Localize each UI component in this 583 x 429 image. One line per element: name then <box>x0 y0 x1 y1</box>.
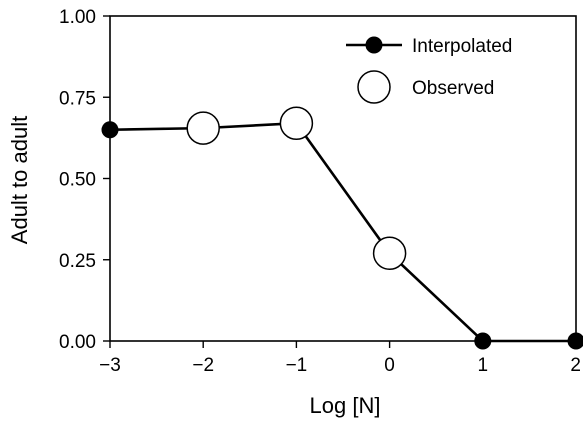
x-tick-label: −1 <box>286 355 308 376</box>
y-axis-title: Adult to adult <box>7 116 32 244</box>
x-tick-label: 2 <box>570 355 581 376</box>
observed-point <box>186 111 220 145</box>
observed-point <box>279 106 314 140</box>
y-tick-label: 0.50 <box>59 170 96 191</box>
x-tick-label: 1 <box>478 355 489 376</box>
x-tick-label: 0 <box>384 355 395 376</box>
y-tick-label: 0.25 <box>59 251 96 272</box>
y-tick-label: 1.00 <box>59 7 96 28</box>
legend-observed-label: Observed <box>412 78 494 99</box>
axes <box>109 15 577 342</box>
interpolated-point <box>101 121 119 139</box>
x-tick-label: −3 <box>99 355 121 376</box>
x-tick-label: −2 <box>192 355 214 376</box>
interpolated-point <box>474 332 492 350</box>
legend-interpolated-marker <box>365 36 383 54</box>
y-tick-label: 0.00 <box>59 332 96 353</box>
legend-observed-marker <box>357 70 391 104</box>
plot-frame <box>109 15 577 342</box>
x-axis-title: Log [N] <box>310 393 381 418</box>
legend: Interpolated Observed <box>346 36 512 104</box>
interpolated-point <box>567 332 583 350</box>
legend-interpolated-label: Interpolated <box>412 36 512 57</box>
ticks: −3 −2 −1 0 1 2 0.00 0.25 0.50 0.75 1.00 <box>59 7 581 376</box>
y-tick-label: 0.75 <box>59 88 96 109</box>
data-points <box>101 106 583 350</box>
series-line-path <box>109 121 576 343</box>
series-line <box>109 121 576 343</box>
observed-point <box>372 236 407 270</box>
